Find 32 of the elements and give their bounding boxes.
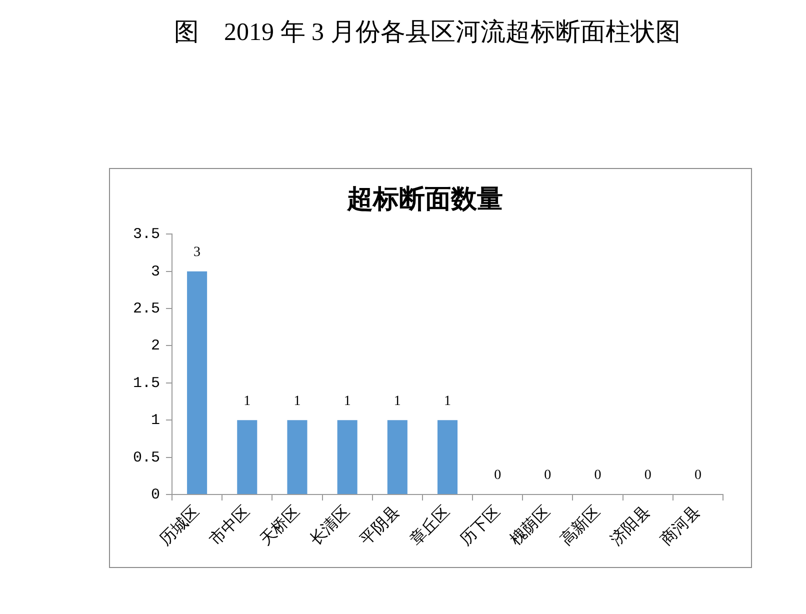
data-label: 0 — [644, 468, 652, 484]
x-tick-label: 济阳县 — [606, 502, 654, 550]
y-tick-label: 0 — [150, 486, 160, 504]
x-tick-label: 历下区 — [457, 503, 504, 550]
data-label: 1 — [244, 394, 251, 409]
chart-title: 超标断面数量 — [346, 184, 503, 214]
x-tick-label: 章丘区 — [406, 502, 454, 550]
y-tick-label: 3 — [150, 263, 160, 280]
data-label: 1 — [444, 394, 451, 409]
x-tick-label: 高新区 — [556, 502, 604, 550]
y-tick-label: 0.5 — [132, 449, 160, 466]
y-tick-label: 1 — [150, 412, 160, 430]
x-tick-label: 天桥区 — [257, 503, 304, 550]
y-tick-label: 3.5 — [132, 226, 160, 244]
data-label: 0 — [494, 468, 502, 484]
y-tick-label: 1.5 — [132, 374, 160, 392]
data-label: 1 — [294, 394, 301, 409]
data-label: 3 — [194, 245, 201, 260]
x-tick-label: 历城区 — [156, 502, 203, 550]
y-tick-label: 2 — [150, 338, 160, 355]
x-tick-label: 市中区 — [206, 502, 253, 550]
data-label: 1 — [344, 394, 351, 409]
data-label: 0 — [544, 468, 552, 484]
x-tick-label: 槐荫区 — [506, 502, 554, 550]
x-tick-label: 商河县 — [657, 502, 704, 550]
caption: 图 2019 年 3 月份各县区河流超标断面柱状图 — [174, 18, 680, 48]
y-tick-label: 2.5 — [132, 300, 160, 318]
data-label: 0 — [694, 468, 702, 484]
data-label: 1 — [394, 394, 401, 409]
x-tick-label: 平阴县 — [357, 503, 404, 550]
x-tick-label: 长清区 — [306, 502, 354, 550]
data-label: 0 — [594, 468, 602, 484]
